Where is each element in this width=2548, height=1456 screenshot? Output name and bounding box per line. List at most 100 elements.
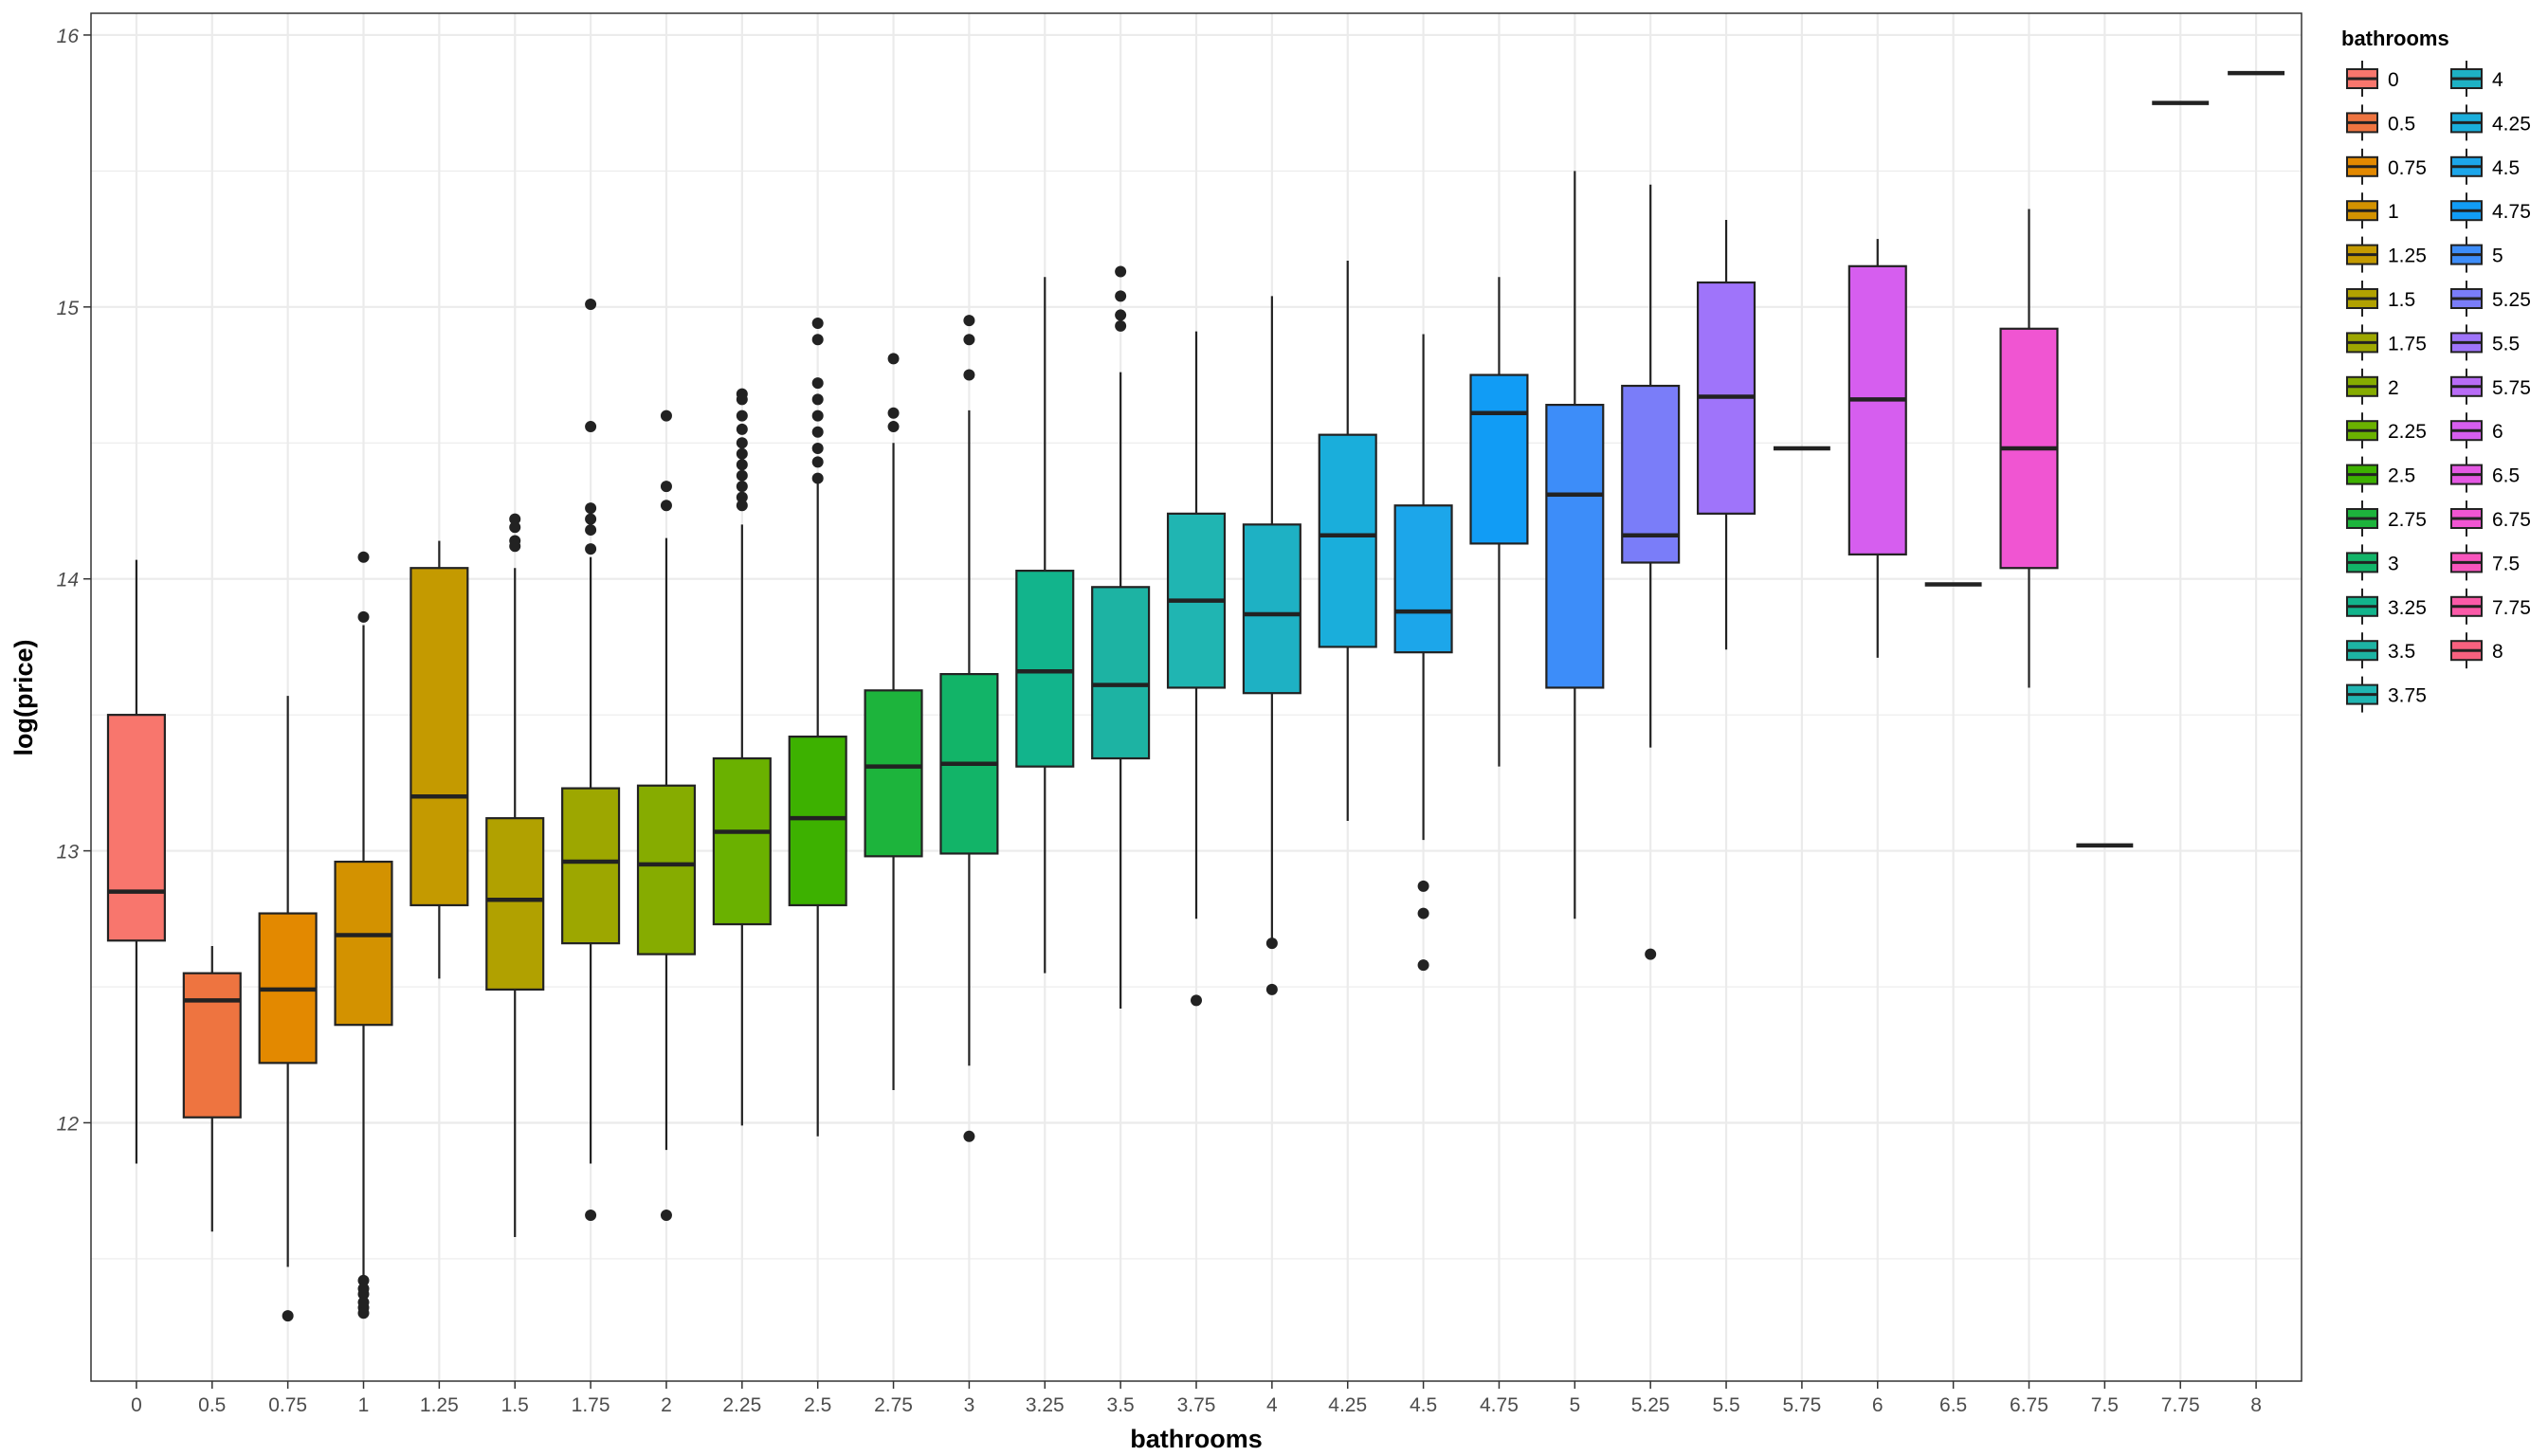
box-iqr bbox=[1318, 433, 1377, 648]
outlier-point bbox=[509, 521, 521, 534]
x-tick-label: 2 bbox=[661, 1394, 672, 1416]
x-tick-label: 4.75 bbox=[1480, 1394, 1519, 1416]
legend-label: 3.75 bbox=[2388, 685, 2427, 707]
box-group-5.25 bbox=[1621, 184, 1681, 960]
box-group-1.75 bbox=[561, 298, 621, 1222]
box-group-3.25 bbox=[1015, 277, 1075, 974]
outlier-point bbox=[585, 524, 597, 537]
legend-label: 7.75 bbox=[2492, 597, 2531, 619]
legend-label: 1.25 bbox=[2388, 246, 2427, 267]
x-tick-label: 1.25 bbox=[420, 1394, 459, 1416]
x-tick-label: 3.75 bbox=[1177, 1394, 1216, 1416]
legend-item-8: 8 bbox=[2450, 632, 2503, 669]
outlier-point bbox=[1265, 983, 1278, 995]
x-tick-label: 3 bbox=[964, 1394, 975, 1416]
box-iqr bbox=[1242, 523, 1301, 695]
legend-item-0: 0 bbox=[2346, 61, 2399, 97]
outlier-point bbox=[811, 334, 824, 346]
box-group-6.75 bbox=[1999, 209, 2059, 688]
legend-label: 6 bbox=[2492, 421, 2503, 443]
legend-label: 2.25 bbox=[2388, 421, 2427, 443]
legend-label: 7.5 bbox=[2492, 553, 2520, 574]
legend-item-6.75: 6.75 bbox=[2450, 500, 2531, 537]
outlier-point bbox=[357, 610, 370, 623]
box-iqr bbox=[561, 787, 621, 945]
legend-label: 2 bbox=[2388, 377, 2399, 399]
legend-label: 4.25 bbox=[2492, 113, 2531, 135]
outlier-point bbox=[585, 502, 597, 515]
box-group-1 bbox=[334, 551, 393, 1320]
x-tick-label: 1.5 bbox=[501, 1394, 529, 1416]
x-tick-label: 6 bbox=[1872, 1394, 1884, 1416]
axes: 12 13 14 15 16 0 0.5 0.75 1 1.25 1.5 1.75 2 2.25 2.5 2.… bbox=[57, 26, 2262, 1416]
outlier-point bbox=[811, 443, 824, 455]
legend-label: 5.5 bbox=[2492, 333, 2520, 355]
outlier-point bbox=[1265, 937, 1278, 950]
x-tick-label: 2.25 bbox=[722, 1394, 761, 1416]
outlier-point bbox=[963, 334, 975, 346]
x-tick-label: 5.25 bbox=[1631, 1394, 1670, 1416]
x-tick-label: 0.5 bbox=[198, 1394, 226, 1416]
box-iqr bbox=[1621, 384, 1681, 564]
box-iqr bbox=[864, 689, 923, 858]
legend-item-6: 6 bbox=[2450, 412, 2503, 449]
outlier-point bbox=[1115, 309, 1127, 321]
legend-label: 4.5 bbox=[2492, 157, 2520, 179]
legend-item-5.5: 5.5 bbox=[2450, 324, 2520, 361]
box-group-3.75 bbox=[1166, 331, 1227, 1007]
legend-item-1.75: 1.75 bbox=[2346, 324, 2427, 361]
x-tick-label: 5.75 bbox=[1782, 1394, 1821, 1416]
legend-item-0.75: 0.75 bbox=[2346, 148, 2427, 185]
box-iqr bbox=[410, 567, 469, 907]
box-iqr bbox=[788, 735, 847, 907]
legend-label: 5 bbox=[2492, 246, 2503, 267]
legend-title: bathrooms bbox=[2341, 27, 2449, 50]
outlier-point bbox=[585, 1210, 597, 1222]
legend-item-3: 3 bbox=[2346, 544, 2399, 581]
legend-label: 5.25 bbox=[2492, 289, 2531, 311]
legend-label: 0 bbox=[2388, 69, 2399, 91]
box-group-4.75 bbox=[1469, 277, 1529, 767]
outlier-point bbox=[887, 407, 900, 419]
box-iqr bbox=[485, 817, 545, 991]
legend-item-4.5: 4.5 bbox=[2450, 148, 2520, 185]
legend-item-3.5: 3.5 bbox=[2346, 632, 2415, 669]
box-iqr bbox=[712, 756, 772, 926]
x-tick-label: 0.75 bbox=[268, 1394, 307, 1416]
legend-label: 6.5 bbox=[2492, 465, 2520, 487]
boxes bbox=[106, 70, 2285, 1322]
box-group-0.5 bbox=[182, 945, 242, 1232]
outlier-point bbox=[585, 421, 597, 433]
box-group-4.5 bbox=[1393, 334, 1453, 972]
legend-label: 6.75 bbox=[2492, 509, 2531, 531]
legend-item-5: 5 bbox=[2450, 236, 2503, 273]
legend-item-4.75: 4.75 bbox=[2450, 192, 2531, 229]
box-iqr bbox=[1469, 373, 1529, 545]
y-tick-label: 12 bbox=[57, 1113, 80, 1135]
outlier-point bbox=[509, 540, 521, 553]
legend-label: 2.75 bbox=[2388, 509, 2427, 531]
outlier-point bbox=[660, 410, 672, 422]
legend-label: 4.75 bbox=[2492, 201, 2531, 223]
legend-item-7.5: 7.5 bbox=[2450, 544, 2520, 581]
outlier-point bbox=[1417, 907, 1429, 919]
legend-item-1: 1 bbox=[2346, 192, 2399, 229]
legend-item-5.75: 5.75 bbox=[2450, 368, 2531, 405]
outlier-point bbox=[736, 393, 748, 406]
legend-item-4: 4 bbox=[2450, 61, 2503, 97]
legend-item-1.5: 1.5 bbox=[2346, 281, 2415, 317]
outlier-point bbox=[736, 500, 748, 512]
box-iqr bbox=[1091, 586, 1151, 760]
outlier-point bbox=[1115, 319, 1127, 332]
box-iqr bbox=[334, 860, 393, 1027]
legend-label: 1.75 bbox=[2388, 333, 2427, 355]
box-group-2.5 bbox=[788, 318, 847, 1137]
box-group-5.5 bbox=[1696, 220, 1756, 650]
outlier-point bbox=[736, 491, 748, 503]
outlier-point bbox=[736, 447, 748, 460]
outlier-point bbox=[1191, 994, 1202, 1007]
x-tick-label: 2.5 bbox=[804, 1394, 831, 1416]
legend-item-0.5: 0.5 bbox=[2346, 104, 2415, 141]
box-iqr bbox=[106, 714, 166, 942]
